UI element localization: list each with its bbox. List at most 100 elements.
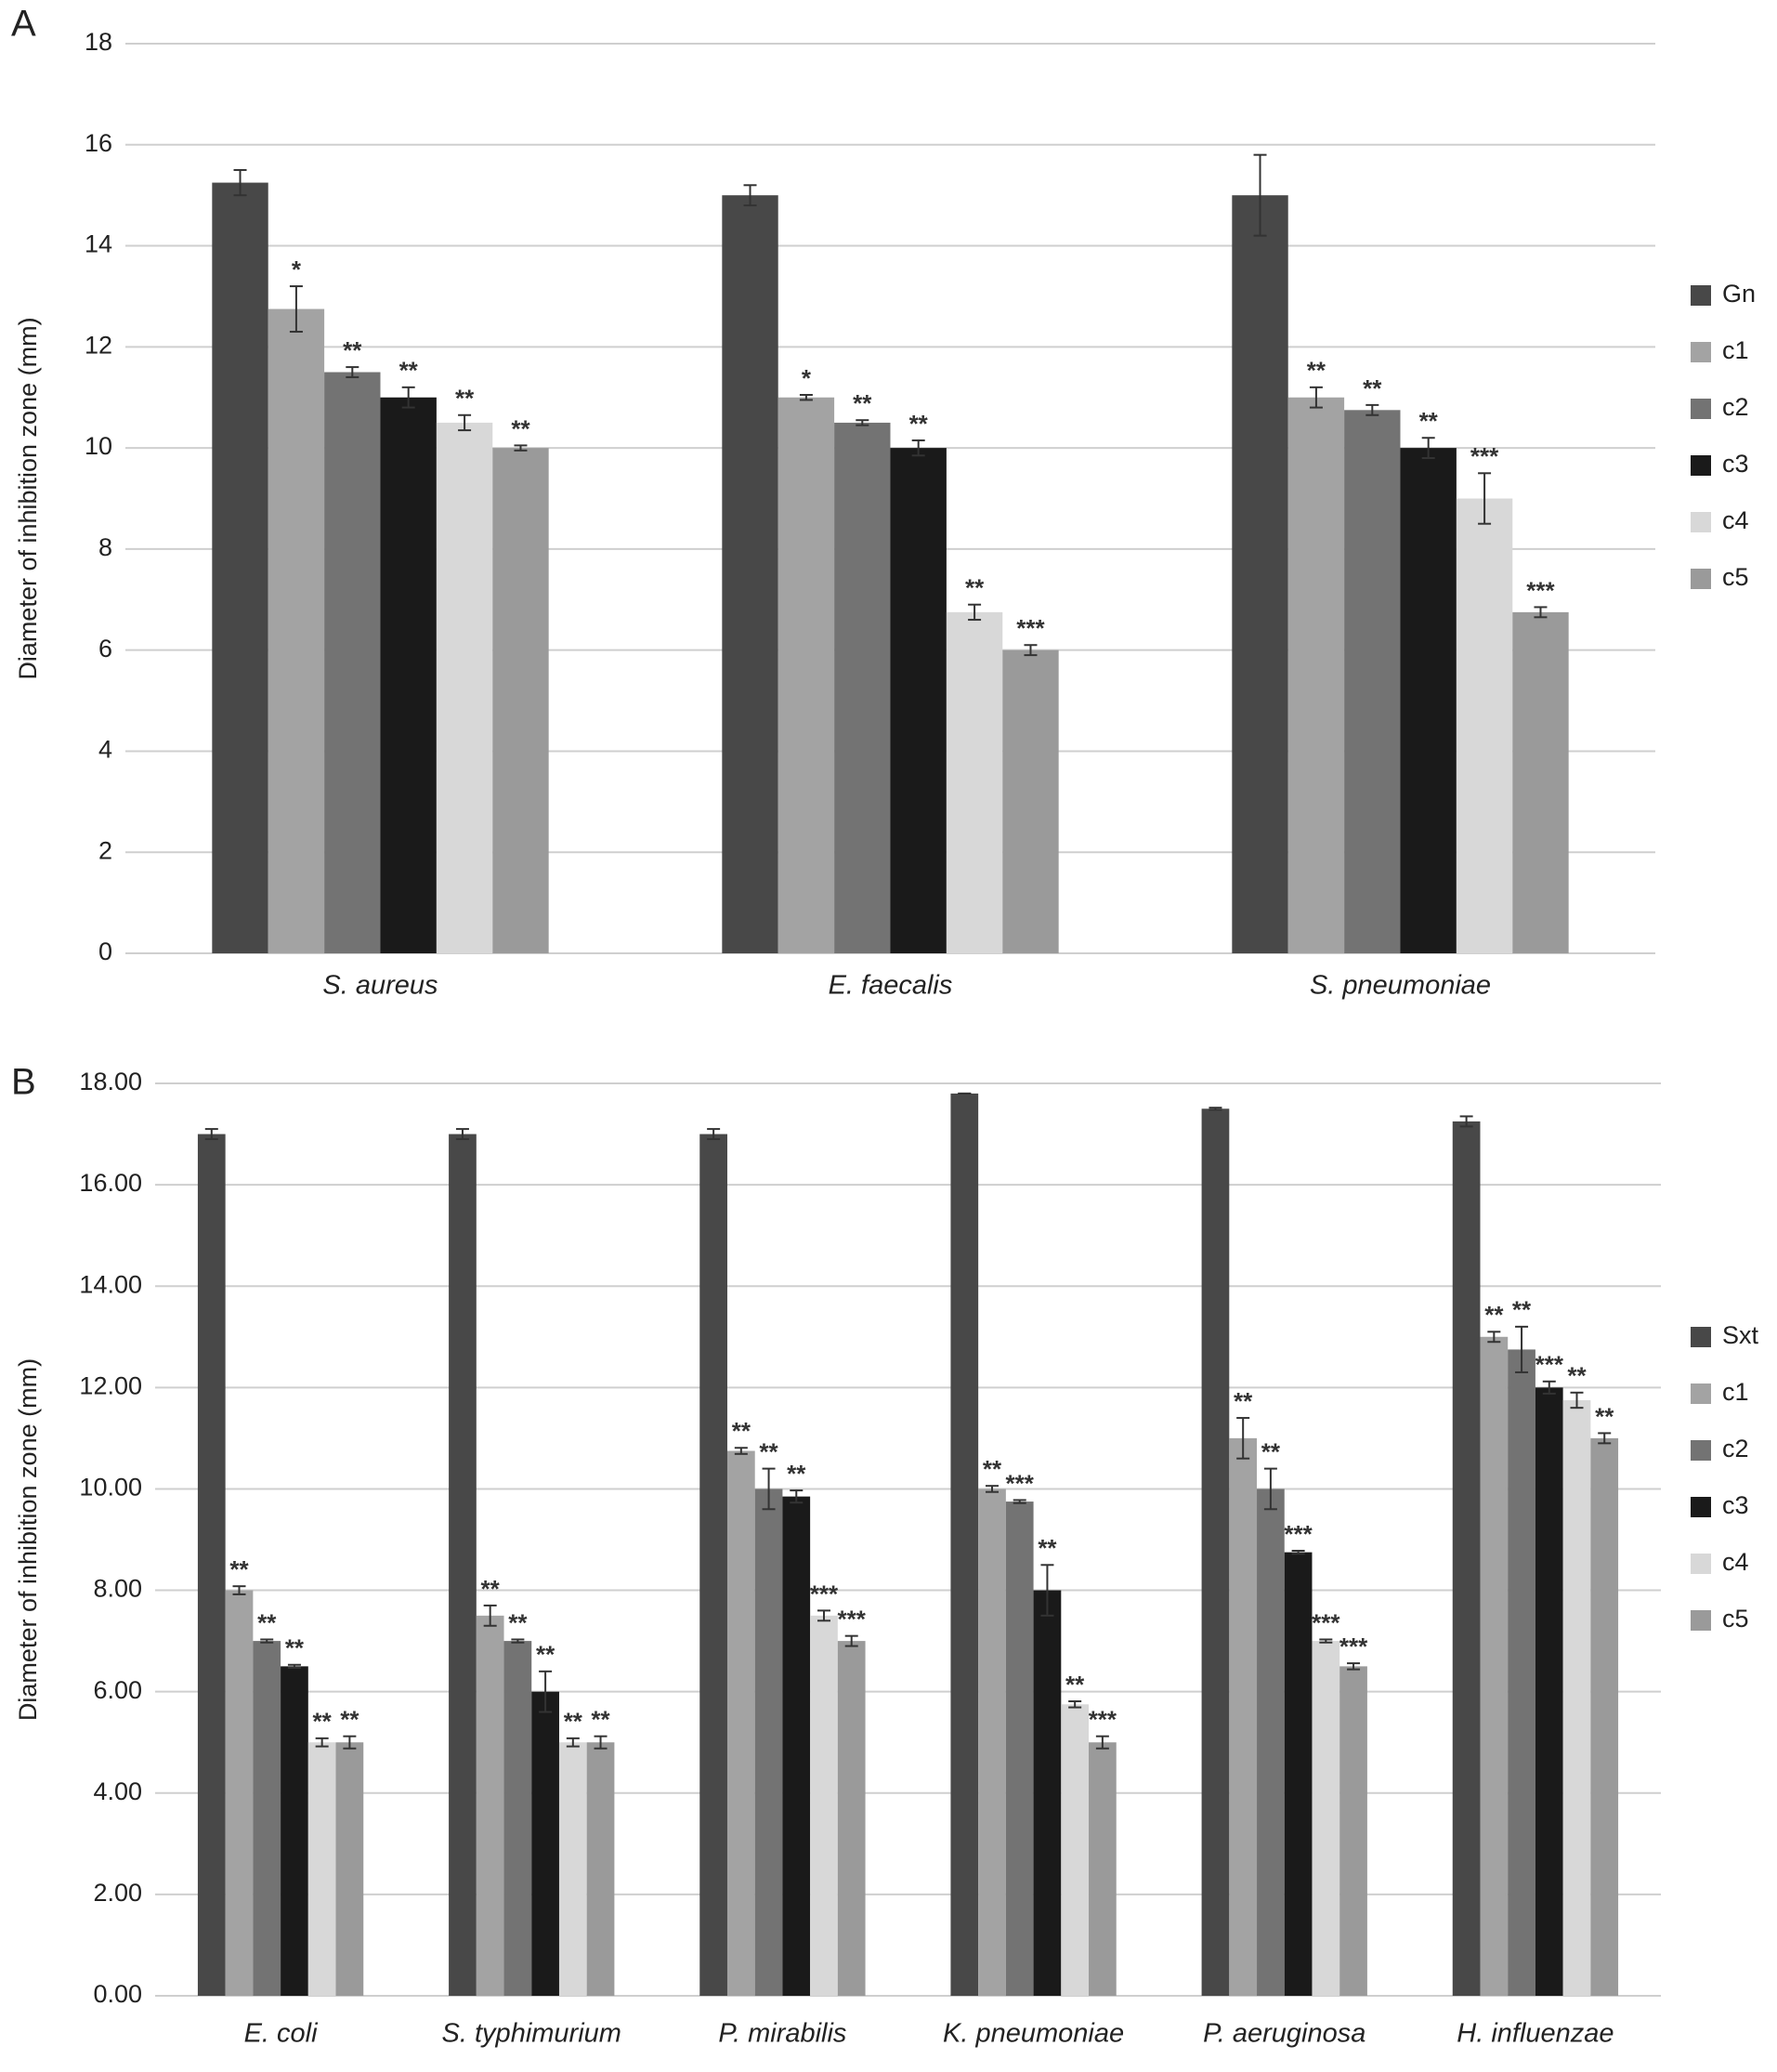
y-tick-label: 6.00 (93, 1676, 142, 1704)
bar (531, 1691, 559, 1996)
significance-label: ** (536, 1641, 555, 1669)
bar (253, 1641, 281, 1996)
bar (436, 422, 493, 954)
bar (1312, 1641, 1340, 1996)
significance-label: ** (1261, 1437, 1281, 1465)
bar (834, 422, 891, 954)
error-bar (1209, 1107, 1222, 1111)
error-bar (594, 1735, 608, 1750)
bar (335, 1742, 364, 1996)
legend-label: c2 (1722, 1435, 1749, 1462)
bar (1061, 1704, 1090, 1996)
legend-swatch (1691, 1384, 1711, 1404)
error-bar (1347, 1662, 1361, 1671)
error-bar (1478, 472, 1492, 525)
significance-label: ** (1307, 357, 1326, 385)
panel-label: A (11, 4, 36, 45)
bar (978, 1488, 1006, 1996)
error-bar (743, 184, 757, 207)
significance-label: *** (1526, 576, 1555, 604)
error-bar (856, 419, 869, 426)
legend-label: c4 (1722, 506, 1749, 534)
significance-label: ** (481, 1575, 501, 1603)
bar (1089, 1742, 1117, 1996)
error-bar (1365, 403, 1379, 416)
error-bar (1024, 644, 1038, 657)
significance-label: ** (340, 1706, 359, 1734)
significance-label: ** (1363, 374, 1382, 402)
bar (890, 448, 947, 954)
error-bar (315, 1737, 329, 1748)
y-tick-label: 8 (98, 533, 112, 561)
significance-label: *** (1535, 1351, 1564, 1379)
error-bar (911, 439, 925, 457)
significance-label: ** (1419, 407, 1439, 435)
legend-swatch (1691, 285, 1711, 306)
x-tick-label: S. pneumoniae (1310, 971, 1491, 1001)
error-bar (346, 366, 359, 378)
bar (777, 397, 835, 953)
bar (476, 1615, 504, 1996)
bar (1002, 649, 1059, 953)
significance-label: ** (965, 574, 985, 602)
legend-swatch (1691, 399, 1711, 419)
legend-swatch (1691, 1440, 1711, 1461)
error-bar (986, 1485, 1000, 1493)
y-tick-label: 16.00 (79, 1169, 142, 1197)
y-tick-label: 10 (85, 432, 112, 460)
error-bar (1421, 437, 1435, 459)
error-bar (734, 1447, 748, 1455)
bar (225, 1590, 254, 1996)
bar (1590, 1437, 1619, 1996)
significance-label: ** (511, 414, 530, 442)
error-bar (1534, 606, 1548, 619)
significance-label: ** (1234, 1387, 1253, 1415)
significance-label: ** (564, 1708, 583, 1736)
y-tick-label: 6 (98, 635, 112, 662)
error-bar (204, 1128, 218, 1141)
significance-label: *** (838, 1606, 867, 1633)
legend-swatch (1691, 1497, 1711, 1517)
significance-label: ** (853, 389, 872, 417)
legend-swatch (1691, 455, 1711, 476)
error-bar (1542, 1380, 1556, 1395)
x-tick-label: P. aeruginosa (1203, 2019, 1365, 2049)
error-bar (511, 1638, 525, 1644)
significance-label: ** (229, 1555, 249, 1583)
significance-label: ** (285, 1634, 305, 1662)
bar (1535, 1387, 1563, 1996)
significance-label: ** (759, 1437, 778, 1465)
significance-label: ** (983, 1455, 1002, 1483)
bar (1480, 1336, 1509, 1996)
x-tick-label: S. typhimurium (442, 2019, 621, 2049)
legend-label: c3 (1722, 1491, 1749, 1519)
significance-label: ** (257, 1608, 277, 1636)
bar (1005, 1502, 1034, 1996)
significance-label: ** (343, 336, 362, 364)
significance-label: ** (787, 1460, 806, 1488)
error-bar (1598, 1432, 1612, 1445)
bar (837, 1641, 866, 1996)
error-bar (514, 444, 528, 452)
significance-label: ** (732, 1417, 751, 1445)
error-bar (1236, 1417, 1250, 1460)
error-bar (762, 1467, 776, 1511)
legend-label: c1 (1722, 336, 1749, 364)
significance-label: ** (508, 1608, 528, 1636)
bar (1562, 1399, 1591, 1996)
bar (726, 1450, 755, 1996)
significance-label: ** (591, 1706, 610, 1734)
legend-label: Gn (1722, 280, 1756, 308)
significance-label: ** (1567, 1362, 1587, 1390)
significance-label: *** (1284, 1520, 1313, 1548)
significance-label: ** (909, 410, 929, 438)
bar (558, 1742, 587, 1996)
x-tick-label: K. pneumoniae (943, 2019, 1124, 2049)
significance-label: *** (1339, 1633, 1368, 1660)
error-bar (1040, 1564, 1054, 1617)
x-tick-label: E. coli (244, 2019, 320, 2049)
y-tick-label: 10.00 (79, 1474, 142, 1502)
legend-label: c4 (1722, 1548, 1749, 1576)
bar (586, 1742, 615, 1996)
